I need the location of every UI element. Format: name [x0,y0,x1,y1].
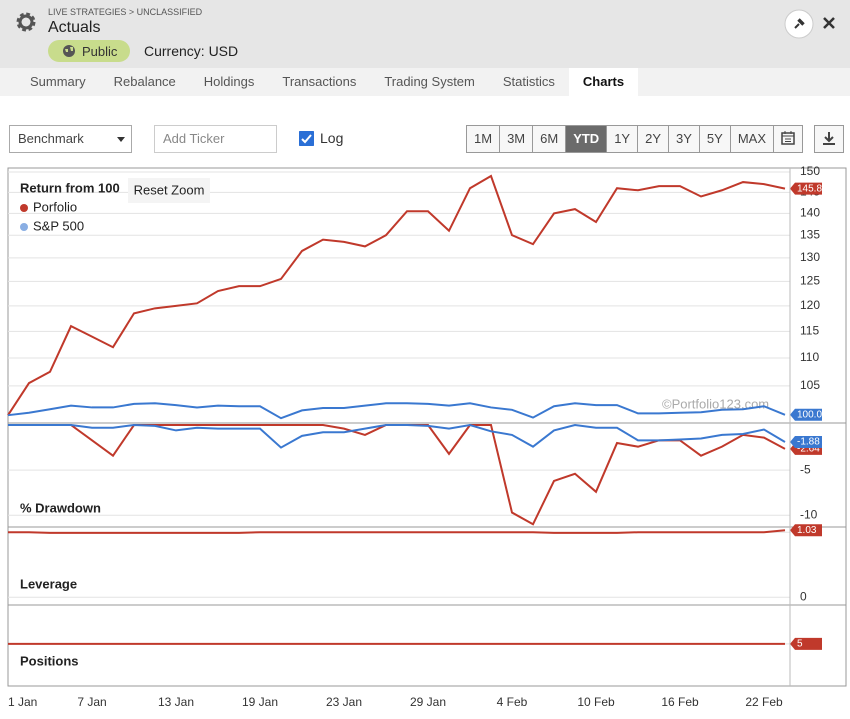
y-tick-label: 130 [800,250,820,264]
header: LIVE STRATEGIES > UNCLASSIFIED Actuals P… [0,0,850,68]
series-line [8,529,786,534]
tab-bar: Summary Rebalance Holdings Transactions Trad… [0,68,850,96]
strategy-title: Actuals [48,19,101,36]
y-tick-label: 135 [800,227,820,241]
x-tick-label: 4 Feb [497,695,528,709]
x-tick-label: 16 Feb [661,695,699,709]
last-value-label: 145.89 [797,183,828,194]
x-tick-label: 29 Jan [410,695,446,709]
tab[interactable]: Charts [568,68,639,96]
dropdown-arrow [117,137,125,142]
watermark: ©Portfolio123.com [662,396,769,411]
last-value-label: 5 [797,638,803,649]
panel-title: % Drawdown [20,500,101,515]
last-value-label: -2.64 [797,443,820,454]
close-button[interactable] [822,16,836,30]
x-tick-label: 7 Jan [77,695,106,709]
panel-title: Return from 100 [20,180,120,195]
panel-title: Positions [20,653,79,668]
benchmark-label: Benchmark [18,131,84,146]
period-button[interactable]: 2Y [638,125,669,153]
last-value-tag [790,182,822,195]
x-tick-label: 19 Jan [242,695,278,709]
tab[interactable]: Trading System [384,74,475,89]
period-button[interactable]: YTD [566,125,608,153]
y-tick-label: 110 [800,350,819,364]
y-tick-label: -5 [800,462,811,476]
y-tick-label: 115 [800,324,819,338]
public-badge[interactable]: Public [48,40,130,62]
last-value-tag [790,524,822,537]
log-label: Log [320,130,344,146]
panel-title: Leverage [20,576,77,591]
x-tick-label: 13 Jan [158,695,194,709]
y-tick-label: 125 [800,274,820,288]
y-tick-label: 105 [800,378,820,392]
breadcrumb: LIVE STRATEGIES > UNCLASSIFIED [48,7,203,17]
tab[interactable]: Summary [30,74,86,89]
period-button[interactable]: 1Y [607,125,639,153]
last-value-label: 1.03 [797,525,817,536]
period-button[interactable]: 3Y [669,125,700,153]
currency: Currency: USD [144,43,239,59]
x-tick-label: 22 Feb [745,695,783,709]
period-button[interactable]: 6M [533,125,567,153]
last-value-tag [790,435,822,448]
x-tick-label: 23 Jan [326,695,362,709]
tab[interactable]: Holdings [203,74,255,89]
visibility: Public [82,43,118,59]
ticker-input[interactable]: Add Ticker [154,125,277,153]
calendar-icon [781,131,795,145]
reset-zoom-label: Reset Zoom [134,182,205,197]
legend-marker [20,204,28,212]
tab[interactable]: Rebalance [113,74,176,89]
benchmark-select[interactable]: Benchmark [9,125,132,153]
y-tick-label: -10 [800,507,818,521]
x-tick-label: 10 Feb [577,695,615,709]
last-value-label: 100.07 [797,409,828,420]
calendar-button[interactable] [773,125,803,153]
series-line [8,423,786,449]
y-tick-label: 120 [800,298,820,312]
last-value-tag [790,408,822,421]
period-button[interactable]: MAX [730,125,774,153]
legend-label: S&P 500 [33,218,84,233]
chart: ©Portfolio123.com 105 110 115 120 125 130 135 1… [7,164,847,709]
y-tick-label: 150 [800,164,820,178]
globe-icon [63,45,75,57]
period-button[interactable]: 1M [466,125,501,153]
last-value-label: -1.88 [797,437,820,448]
legend-label: Porfolio [33,199,77,214]
settings-icon[interactable] [14,10,38,34]
reset-zoom-button[interactable] [128,178,210,203]
y-tick-label: 140 [800,206,820,220]
pin-button[interactable] [784,9,814,39]
tab[interactable]: Transactions [282,74,357,89]
tab[interactable]: Statistics [502,74,555,89]
period-button[interactable]: 3M [500,125,534,153]
x-tick-label: 1 Jan [8,695,37,709]
period-button[interactable]: 5Y [699,125,731,153]
download-button[interactable] [814,125,844,153]
last-value-tag [790,637,822,650]
series-line [7,174,786,416]
series-line [7,402,786,420]
log-checkbox[interactable] [299,131,314,146]
y-tick-label: 0 [800,589,807,603]
legend-marker [20,223,28,231]
period-buttons: 1M 3M 6M YTD 1Y 2Y 3Y 5Y MAX [466,125,803,153]
